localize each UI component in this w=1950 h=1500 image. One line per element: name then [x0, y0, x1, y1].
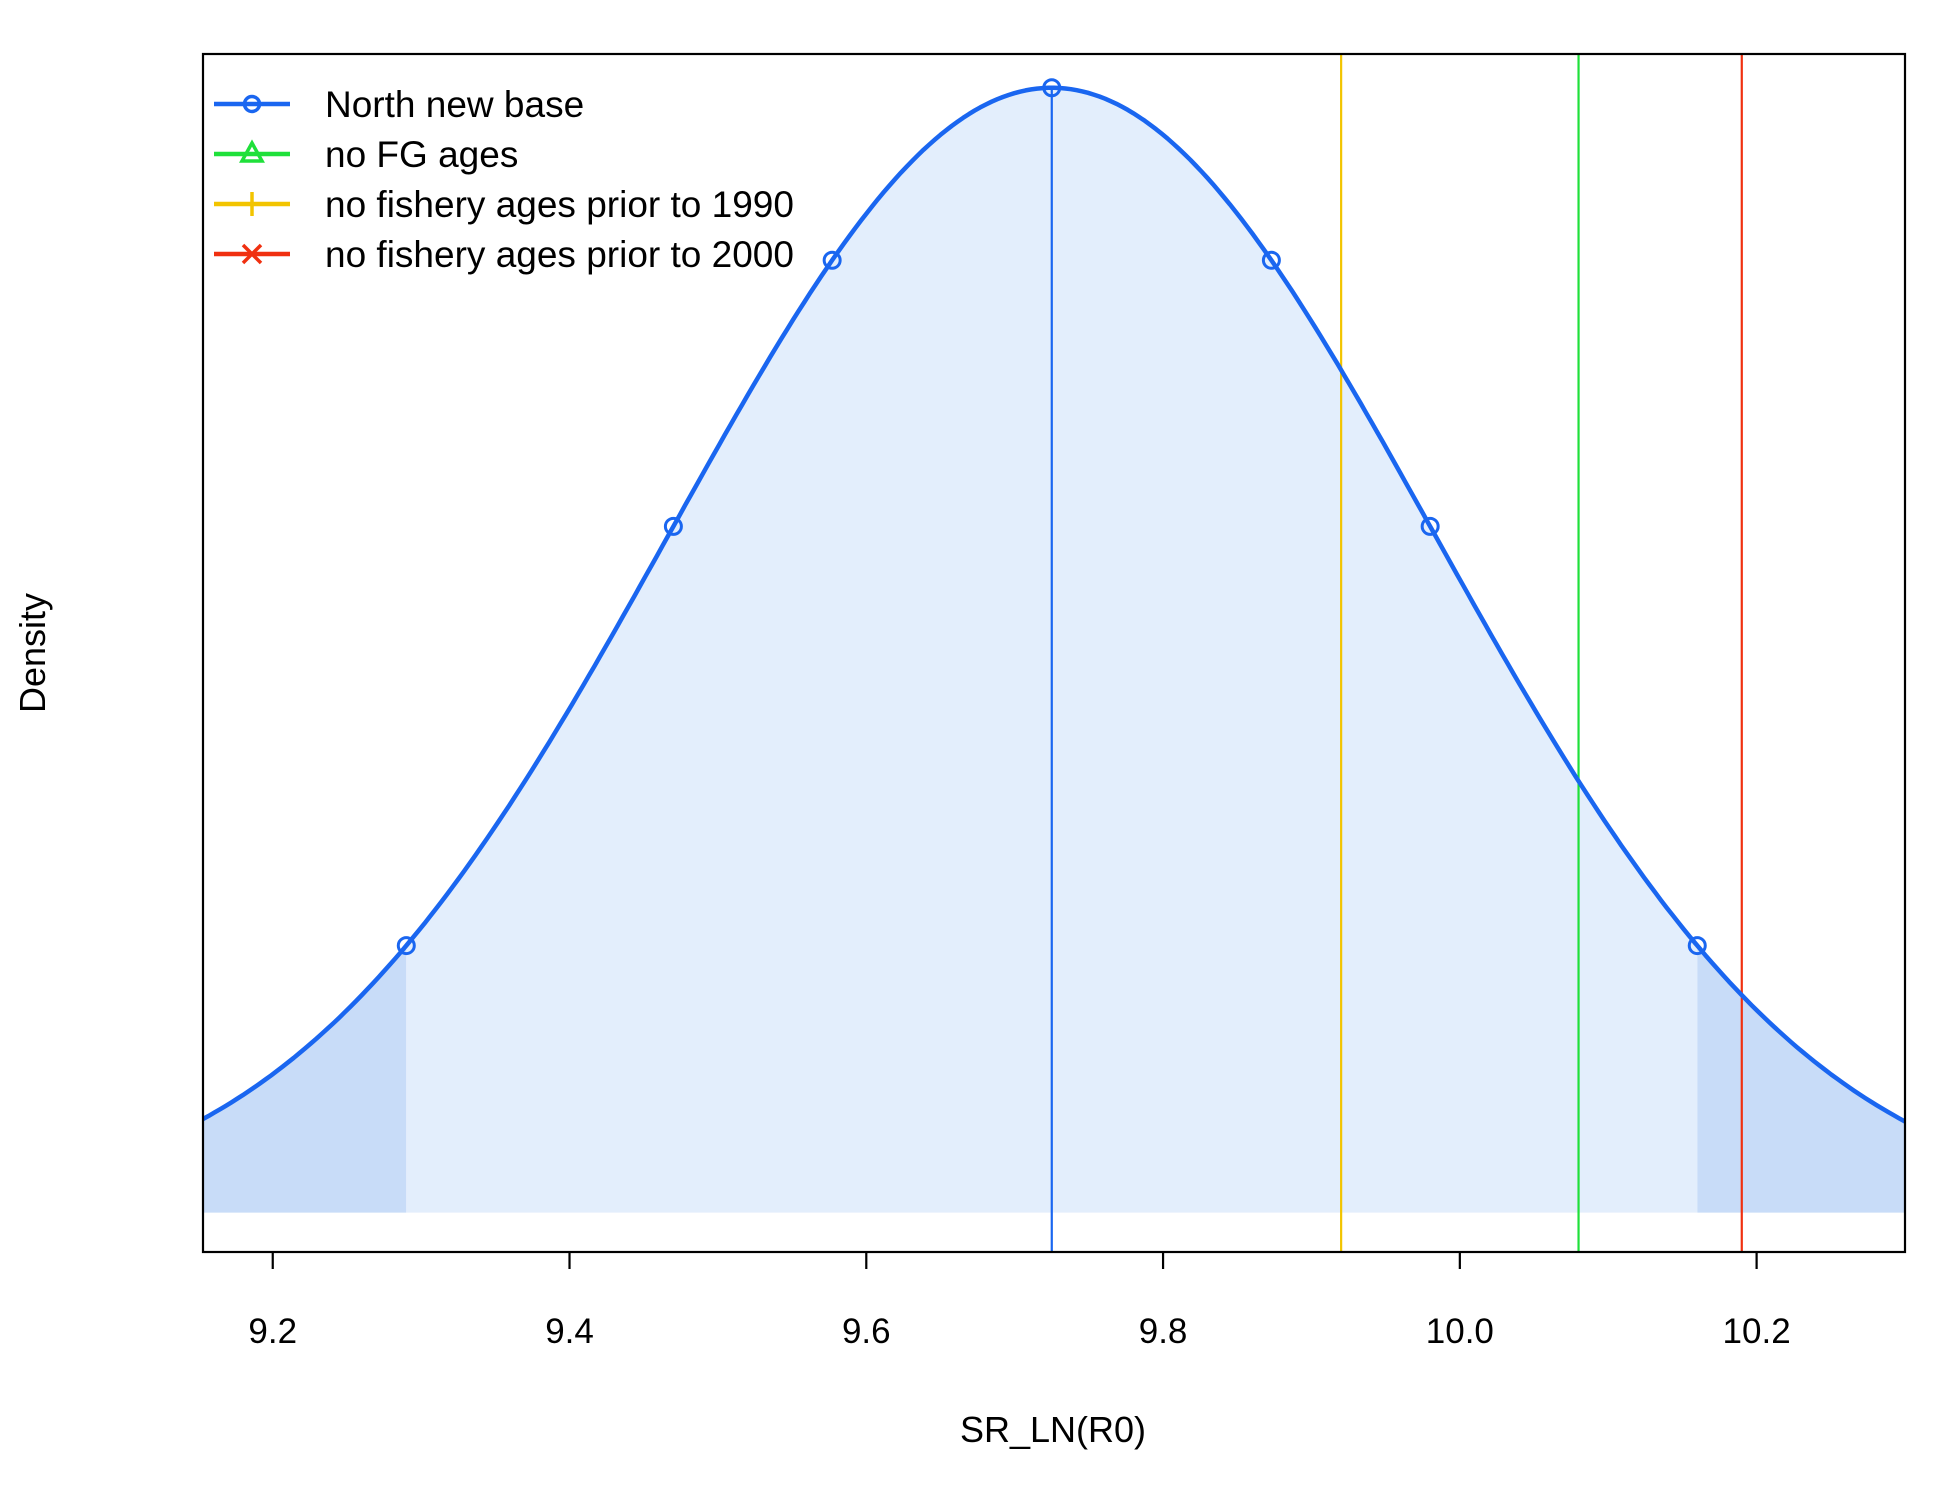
plot-frame — [201, 52, 1907, 1254]
estimate-lines — [1050, 54, 1743, 1252]
legend-item-3: no fishery ages prior to 1990 — [214, 184, 794, 225]
curve-point-6 — [1420, 516, 1440, 536]
legend-item-4: no fishery ages prior to 2000 — [214, 234, 794, 275]
legend-label: North new base — [325, 84, 584, 125]
curve-point-5 — [1261, 250, 1281, 270]
x-tick-label-9.4: 9.4 — [545, 1312, 594, 1351]
x-tick-label-10.0: 10.0 — [1426, 1312, 1494, 1351]
curve-point-1 — [396, 936, 416, 956]
upper-tail-fill — [1697, 945, 1905, 1213]
legend-label: no FG ages — [325, 134, 518, 175]
y-axis-title: Density — [12, 593, 53, 713]
x-tick-label-10.2: 10.2 — [1723, 1312, 1791, 1351]
legend-cross-icon — [241, 243, 263, 265]
lower-tail-fill — [203, 945, 407, 1213]
north-new-base-curve — [201, 85, 1907, 1124]
x-axis: 9.2 9.4 9.6 9.8 10.0 10.2 — [248, 1252, 1791, 1351]
curve-point-2 — [663, 516, 683, 536]
x-tick-label-9.6: 9.6 — [842, 1312, 891, 1351]
curve-point-7 — [1687, 936, 1707, 956]
curve-point-3 — [822, 250, 842, 270]
legend-circle-icon — [242, 94, 262, 114]
x-axis-title: SR_LN(R0) — [960, 1409, 1146, 1450]
x-tick-label-9.8: 9.8 — [1139, 1312, 1188, 1351]
legend-item-1: North new base — [214, 84, 584, 125]
legend-label: no fishery ages prior to 2000 — [325, 234, 794, 275]
legend-triangle-icon — [239, 139, 265, 163]
legend-item-2: no FG ages — [214, 134, 518, 175]
x-tick-label-9.2: 9.2 — [248, 1312, 297, 1351]
density-curves — [201, 85, 1907, 1124]
density-markers — [396, 78, 1707, 956]
curve-point-4 — [1042, 78, 1062, 98]
legend-label: no fishery ages prior to 1990 — [325, 184, 794, 225]
legend: North new base no FG ages no fishery ages … — [214, 84, 794, 275]
